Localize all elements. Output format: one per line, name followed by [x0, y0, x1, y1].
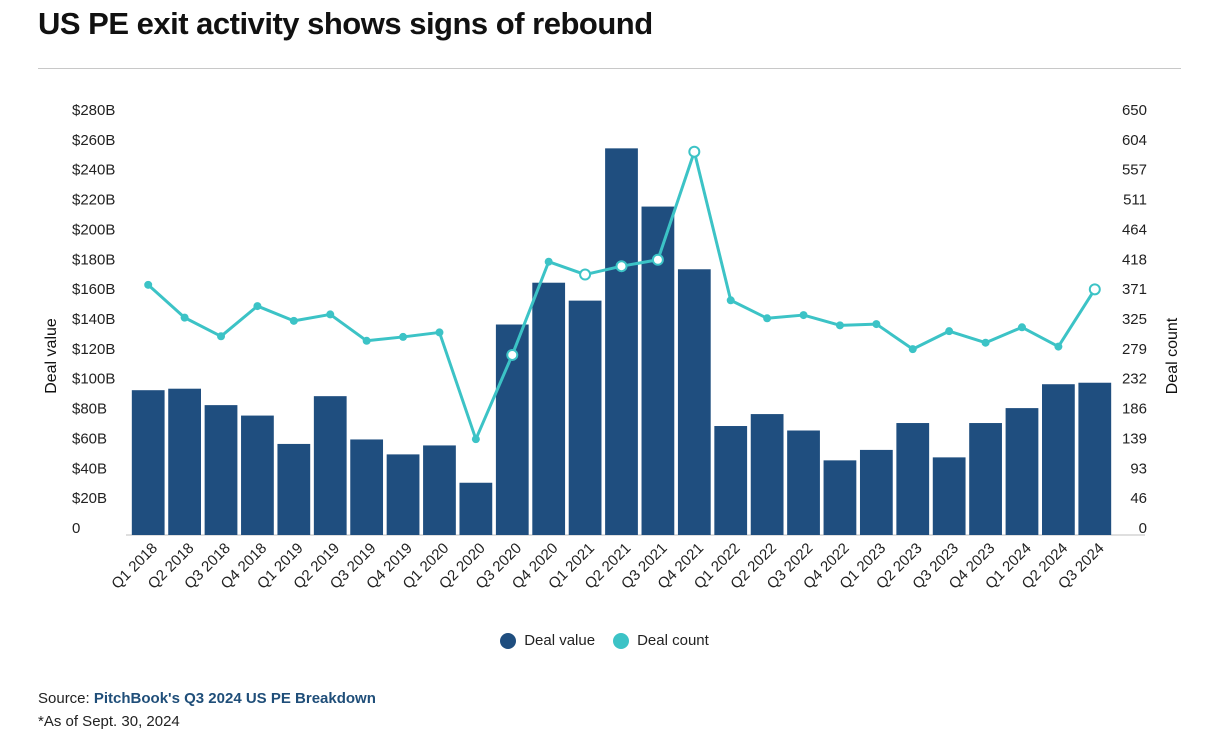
deal-count-point	[799, 311, 808, 320]
y-tick-label: $60B	[72, 430, 107, 447]
y2-tick-label: 418	[1122, 251, 1147, 268]
y2-axis-title: Deal count	[1164, 317, 1181, 394]
deal-count-point	[1017, 323, 1026, 332]
y-tick-label: $160B	[72, 281, 115, 298]
deal-count-point	[835, 321, 844, 330]
deal-value-bar	[1005, 408, 1039, 535]
deal-count-point	[289, 316, 298, 325]
deal-value-bar	[859, 449, 893, 535]
deal-value-bar	[823, 460, 857, 535]
y2-tick-label: 557	[1122, 162, 1147, 179]
y2-tick-label: 325	[1122, 311, 1147, 328]
source-link[interactable]: PitchBook's Q3 2024 US PE Breakdown	[93, 690, 376, 707]
y-tick-label: 0	[72, 520, 80, 537]
deal-value-bar	[350, 439, 384, 535]
deal-count-point	[506, 348, 519, 361]
deal-count-point	[908, 345, 917, 354]
title-divider	[38, 68, 1181, 69]
y2-tick-label: 0	[1139, 520, 1147, 537]
legend-label-deal-value: Deal value	[524, 632, 596, 649]
deal-count-point	[399, 332, 408, 341]
source-line: Source: PitchBook's Q3 2024 US PE Breakd…	[38, 690, 376, 707]
y2-tick-label: 371	[1122, 281, 1147, 298]
chart-title: US PE exit activity shows signs of rebou…	[38, 6, 653, 41]
deal-count-point	[544, 257, 553, 266]
y-tick-label: $80B	[72, 401, 107, 418]
deal-count-point	[651, 253, 664, 266]
deal-value-bar	[677, 269, 711, 535]
deal-count-point	[1054, 342, 1063, 351]
deal-count-point	[615, 260, 628, 273]
combo-chart: 0 $20B $40B $60B $80B $100B $120B $140B $160B $18…	[43, 102, 1181, 593]
deal-count-point	[362, 336, 371, 345]
y-tick-label: $100B	[72, 371, 115, 388]
y-tick-label: $220B	[72, 192, 115, 209]
deal-value-bar	[386, 454, 420, 535]
deal-value-bar	[532, 282, 566, 535]
deal-count-swatch	[613, 632, 630, 649]
deal-value-bar	[1078, 382, 1112, 535]
y2-tick-label: 46	[1130, 490, 1147, 507]
y-tick-label: $40B	[72, 460, 107, 477]
deal-value-bar	[605, 148, 638, 535]
deal-value-bar	[896, 423, 930, 535]
deal-count-point	[872, 320, 881, 329]
as-of-note: *As of Sept. 30, 2024	[38, 713, 180, 730]
deal-value-bar	[787, 430, 820, 535]
deal-value-bar	[131, 390, 165, 535]
deal-value-bar	[969, 423, 1002, 535]
y2-tick-label: 604	[1122, 132, 1147, 149]
y-tick-label: $20B	[72, 490, 107, 507]
deal-count-point	[688, 145, 701, 158]
deal-value-bar	[313, 396, 347, 535]
y2-tick-label: 279	[1122, 341, 1147, 358]
y2-tick-label: 186	[1122, 401, 1147, 418]
deal-value-swatch	[500, 632, 517, 649]
deal-value-bar	[204, 405, 238, 535]
y2-tick-label: 232	[1122, 371, 1147, 388]
deal-count-point	[144, 280, 153, 289]
deal-value-bar	[568, 300, 602, 535]
deal-count-point	[945, 327, 954, 336]
y-axis-title: Deal value	[43, 318, 60, 394]
deal-value-bar	[932, 457, 966, 535]
deal-value-bar	[423, 445, 456, 535]
y-tick-label: $140B	[72, 311, 115, 328]
y2-tick-label: 511	[1123, 192, 1147, 209]
deal-value-bar	[277, 443, 311, 535]
y2-tick-label: 650	[1122, 102, 1147, 119]
deal-count-point	[579, 268, 592, 281]
y-tick-label: $280B	[72, 102, 115, 119]
y2-tick-label: 139	[1122, 430, 1147, 447]
y-tick-label: $180B	[72, 251, 115, 268]
y-tick-label: $260B	[72, 132, 115, 149]
deal-count-point	[726, 296, 735, 305]
legend-label-deal-count: Deal count	[637, 632, 709, 649]
deal-count-point	[180, 313, 189, 322]
deal-count-point	[1088, 283, 1101, 296]
deal-value-bar	[168, 388, 201, 535]
source-prefix: Source:	[38, 690, 94, 707]
deal-count-point	[763, 314, 772, 323]
y-tick-label: $240B	[72, 162, 115, 179]
y2-tick-label: 464	[1122, 221, 1147, 238]
deal-value-bar	[459, 482, 493, 535]
deal-value-bar	[714, 426, 748, 535]
deal-count-point	[217, 332, 226, 341]
deal-count-point	[253, 302, 262, 311]
deal-value-bar	[750, 414, 784, 535]
legend-item-deal-count[interactable]: Deal count	[613, 632, 709, 649]
deal-count-point	[981, 338, 990, 347]
legend-item-deal-value[interactable]: Deal value	[500, 632, 595, 649]
deal-count-point	[435, 328, 444, 337]
deal-count-point	[471, 435, 480, 444]
legend: Deal value Deal count	[0, 632, 1209, 649]
y-tick-label: $200B	[72, 221, 115, 238]
y-tick-label: $120B	[72, 341, 115, 358]
deal-value-bar	[241, 415, 274, 535]
deal-value-bar	[1042, 384, 1075, 535]
deal-count-point	[326, 310, 335, 319]
y2-tick-label: 93	[1130, 460, 1147, 477]
